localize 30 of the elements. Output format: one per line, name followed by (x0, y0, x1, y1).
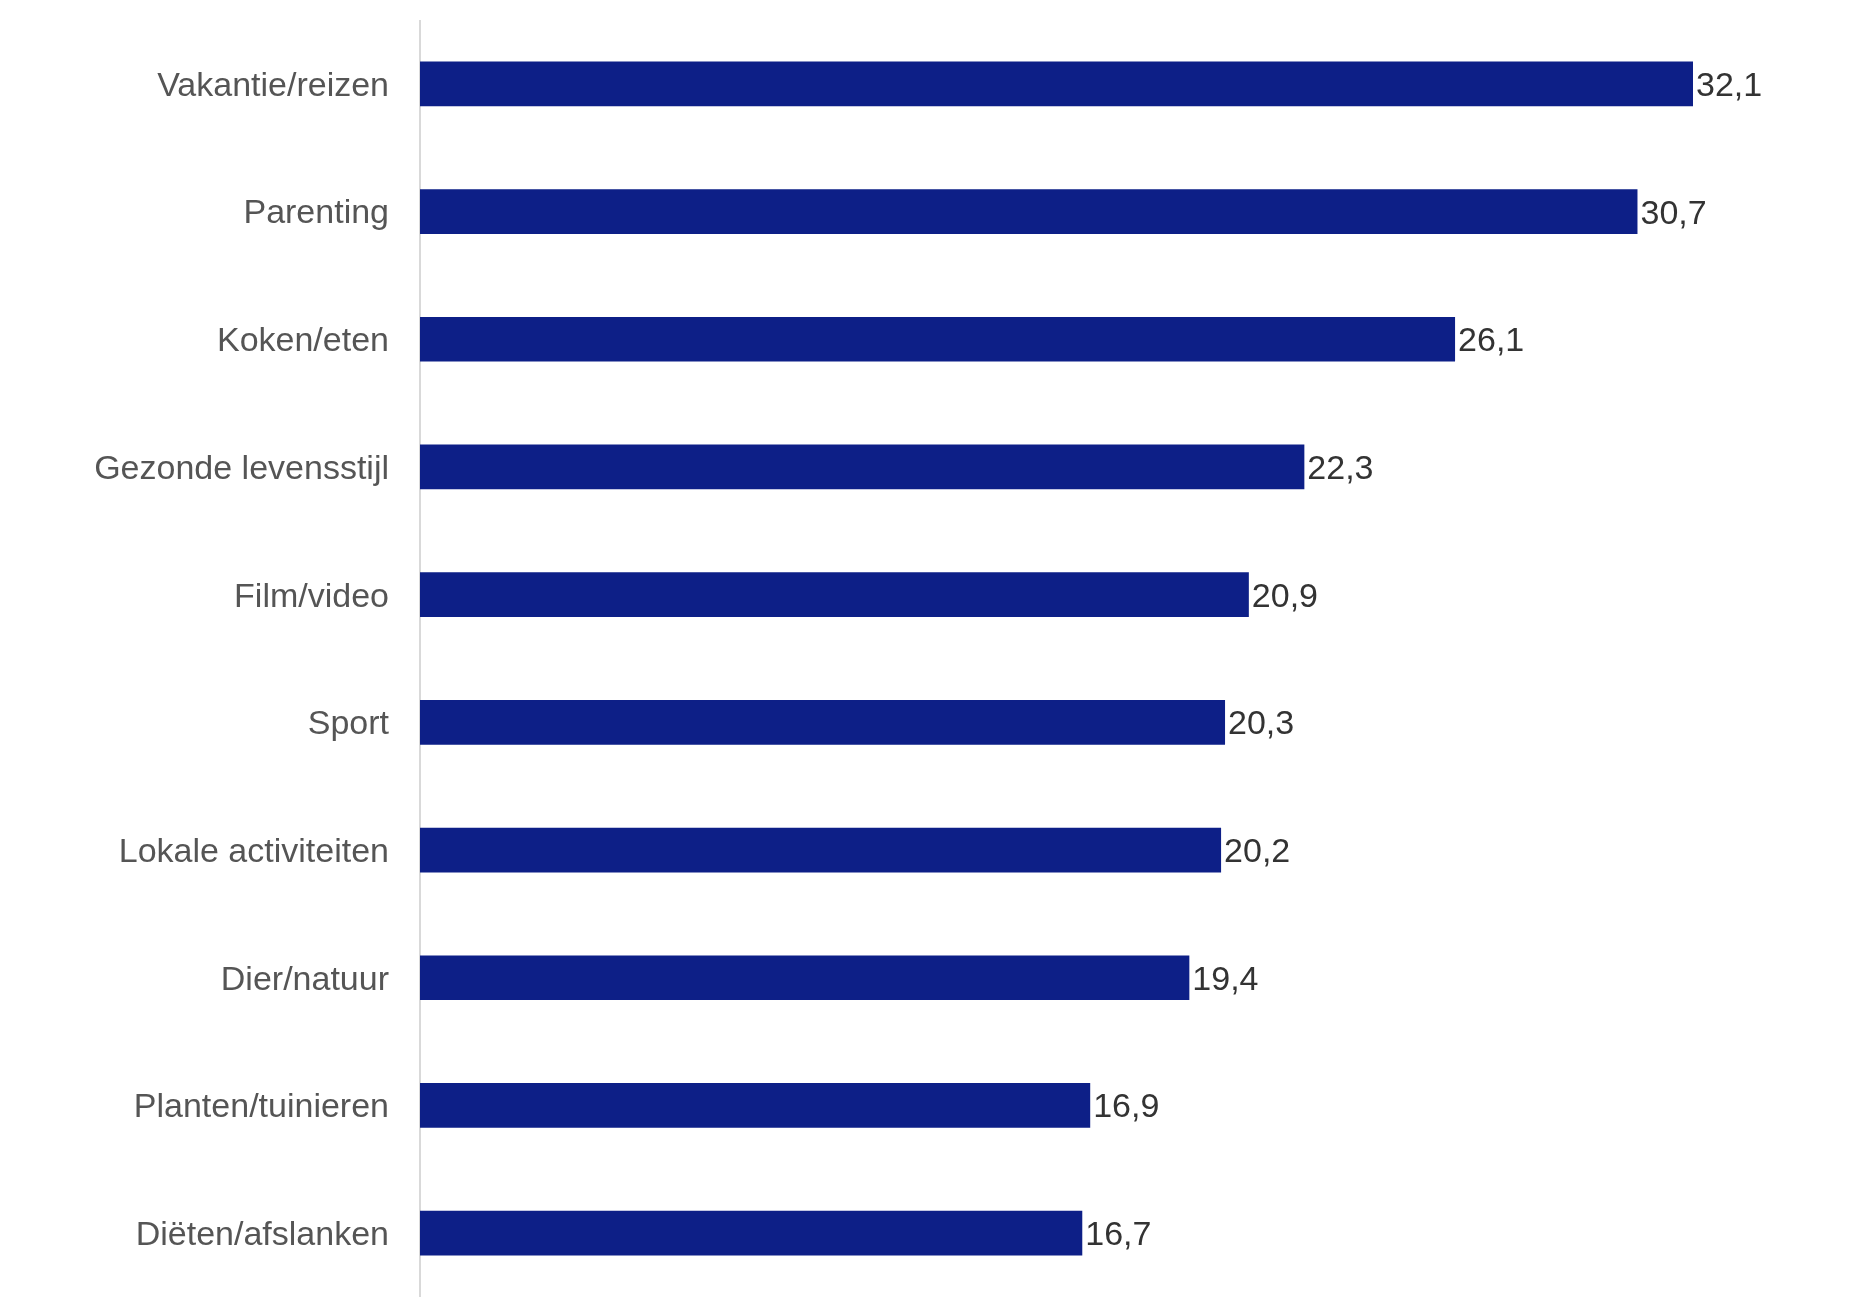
bar (420, 700, 1226, 745)
data-label: 26,1 (1458, 320, 1525, 359)
y-tick-label: Koken/eten (216, 320, 389, 359)
data-label: 16,7 (1085, 1214, 1152, 1253)
y-tick-label: Gezonde levensstijl (94, 447, 389, 486)
data-label: 20,2 (1224, 831, 1291, 870)
bar (420, 827, 1222, 873)
data-label: 19,4 (1192, 958, 1259, 997)
bar (420, 189, 1638, 234)
y-tick-label: Lokale activiteiten (118, 830, 389, 869)
y-tick-label: Planten/tuinieren (133, 1086, 389, 1125)
y-tick-label: Film/video (234, 575, 389, 614)
bar (420, 316, 1456, 362)
y-tick-label: Diëten/afslanken (135, 1214, 389, 1253)
bar (420, 572, 1249, 617)
bar (420, 61, 1693, 107)
bar (420, 1210, 1083, 1256)
data-label: 22,3 (1307, 447, 1374, 486)
y-tick-label: Vakantie/reizen (157, 64, 389, 103)
data-label: 20,9 (1251, 575, 1319, 614)
bar (420, 444, 1305, 490)
y-tick-label: Dier/natuur (220, 958, 389, 997)
bar (420, 1083, 1091, 1128)
y-tick-label: Parenting (243, 192, 389, 231)
data-label: 32,1 (1696, 64, 1763, 103)
y-tick-label: Sport (307, 703, 390, 742)
data-label: 16,9 (1093, 1086, 1160, 1125)
bar (420, 955, 1190, 1001)
data-label: 20,3 (1228, 703, 1295, 742)
data-label: 30,7 (1640, 192, 1707, 231)
